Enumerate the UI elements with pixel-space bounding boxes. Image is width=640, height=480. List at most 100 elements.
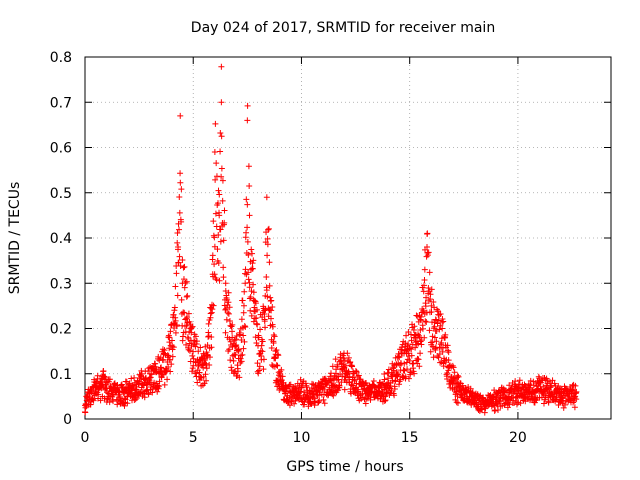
- data-point: [344, 350, 351, 357]
- data-point: [184, 292, 191, 299]
- data-point: [416, 363, 423, 370]
- data-point: [99, 375, 106, 382]
- data-point: [471, 393, 478, 400]
- data-point: [327, 377, 334, 384]
- data-point: [345, 354, 352, 361]
- data-point: [215, 260, 222, 267]
- data-point: [242, 324, 249, 331]
- data-point: [210, 218, 217, 225]
- data-point: [270, 332, 277, 339]
- data-point: [396, 354, 403, 361]
- data-point: [452, 389, 459, 396]
- data-point: [495, 407, 502, 414]
- data-point: [178, 218, 185, 225]
- data-point: [232, 336, 239, 343]
- data-point: [165, 334, 172, 341]
- data-point: [385, 366, 392, 373]
- y-tick-label: 0.2: [50, 322, 72, 338]
- data-point: [145, 391, 152, 398]
- data-point: [175, 244, 182, 251]
- data-point: [248, 312, 255, 319]
- data-point: [211, 261, 218, 268]
- data-point: [225, 299, 232, 306]
- data-point: [240, 332, 247, 339]
- data-point: [444, 375, 451, 382]
- data-point: [221, 207, 228, 214]
- data-point: [241, 322, 248, 329]
- data-point: [403, 332, 410, 339]
- data-point: [455, 400, 462, 407]
- data-point: [432, 347, 439, 354]
- data-point: [540, 400, 547, 407]
- data-point: [173, 321, 180, 328]
- data-point: [246, 212, 253, 219]
- data-point: [437, 311, 444, 318]
- data-point: [480, 394, 487, 401]
- data-point: [247, 293, 254, 300]
- data-point: [238, 316, 245, 323]
- data-point: [256, 367, 263, 374]
- data-point: [255, 334, 262, 341]
- data-point: [213, 276, 220, 283]
- data-point: [327, 373, 334, 380]
- data-point: [321, 400, 328, 407]
- data-point: [180, 264, 187, 271]
- data-point: [442, 331, 449, 338]
- data-point: [245, 163, 252, 170]
- data-point: [382, 397, 389, 404]
- data-point: [296, 392, 303, 399]
- data-point: [227, 357, 234, 364]
- data-point: [428, 309, 435, 316]
- data-point: [156, 378, 163, 385]
- data-point: [179, 280, 186, 287]
- data-point: [128, 375, 135, 382]
- data-point: [262, 324, 269, 331]
- data-point: [158, 364, 165, 371]
- data-point: [402, 343, 409, 350]
- data-point: [259, 338, 266, 345]
- data-point: [203, 365, 210, 372]
- data-point: [412, 344, 419, 351]
- data-point: [271, 354, 278, 361]
- data-point: [427, 348, 434, 355]
- data-point: [138, 370, 145, 377]
- data-point: [512, 378, 519, 385]
- data-point: [147, 374, 154, 381]
- data-point: [266, 259, 273, 266]
- data-point: [179, 333, 186, 340]
- data-point: [367, 384, 374, 391]
- data-point: [486, 393, 493, 400]
- data-point: [258, 342, 265, 349]
- data-point: [408, 346, 415, 353]
- data-point: [353, 369, 360, 376]
- data-point: [244, 117, 251, 124]
- data-point: [239, 351, 246, 358]
- data-point: [419, 325, 426, 332]
- data-point: [421, 276, 428, 283]
- data-point: [244, 102, 251, 109]
- data-point: [307, 400, 314, 407]
- data-point: [221, 219, 228, 226]
- data-point: [402, 373, 409, 380]
- data-point: [177, 112, 184, 119]
- data-point: [343, 362, 350, 369]
- data-point: [217, 129, 224, 136]
- data-point: [359, 379, 366, 386]
- data-point: [186, 347, 193, 354]
- data-point: [545, 399, 552, 406]
- y-tick-label: 0.5: [50, 186, 72, 202]
- data-point: [273, 362, 280, 369]
- data-point: [254, 360, 261, 367]
- data-point: [220, 237, 227, 244]
- data-point: [214, 246, 221, 253]
- data-point: [212, 120, 219, 127]
- data-point: [549, 377, 556, 384]
- data-point: [478, 406, 485, 413]
- data-point: [417, 338, 424, 345]
- data-point: [166, 339, 173, 346]
- data-point: [237, 331, 244, 338]
- data-point: [253, 306, 260, 313]
- data-point: [395, 371, 402, 378]
- data-point: [392, 377, 399, 384]
- data-point: [88, 388, 95, 395]
